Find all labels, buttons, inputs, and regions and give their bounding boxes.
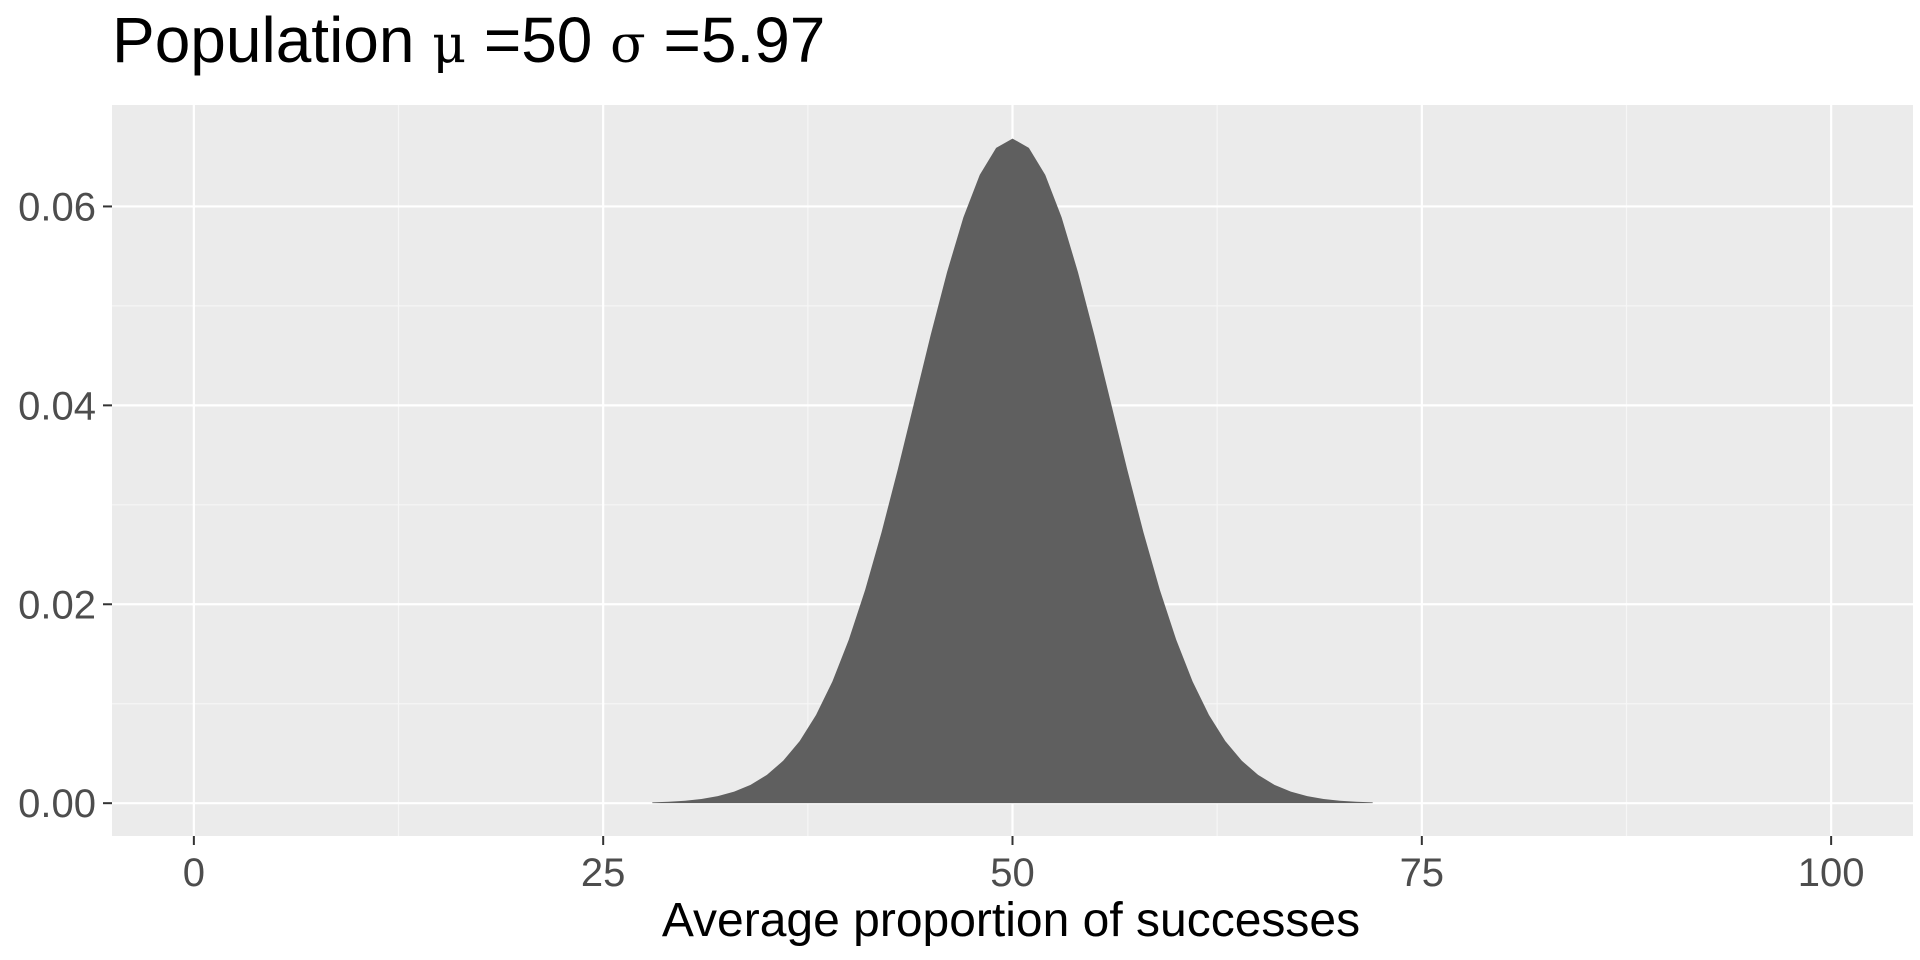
title-prefix: Population <box>112 4 432 76</box>
x-tick-label: 75 <box>1400 851 1445 895</box>
x-tick-label: 25 <box>581 851 626 895</box>
title-sigma-symbol: σ <box>610 15 646 75</box>
title-mu-symbol: μ <box>432 15 466 75</box>
title-sigma-value: =5.97 <box>646 4 826 76</box>
density-area <box>652 138 1373 804</box>
y-tick-label: 0.02 <box>18 583 96 627</box>
x-axis: 0 25 50 75 100 <box>183 836 1865 895</box>
density-series <box>652 138 1373 804</box>
y-tick-label: 0.00 <box>18 782 96 826</box>
y-axis: 0.00 0.02 0.04 0.06 <box>18 185 112 826</box>
title-mu-value: =50 <box>466 4 610 76</box>
x-tick-label: 0 <box>183 851 205 895</box>
y-tick-label: 0.04 <box>18 384 96 428</box>
y-tick-label: 0.06 <box>18 185 96 229</box>
chart-title: Population μ =50 σ =5.97 <box>112 4 825 76</box>
x-tick-label: 50 <box>990 851 1035 895</box>
x-tick-label: 100 <box>1798 851 1865 895</box>
x-axis-title: Average proportion of successes <box>662 894 1360 947</box>
